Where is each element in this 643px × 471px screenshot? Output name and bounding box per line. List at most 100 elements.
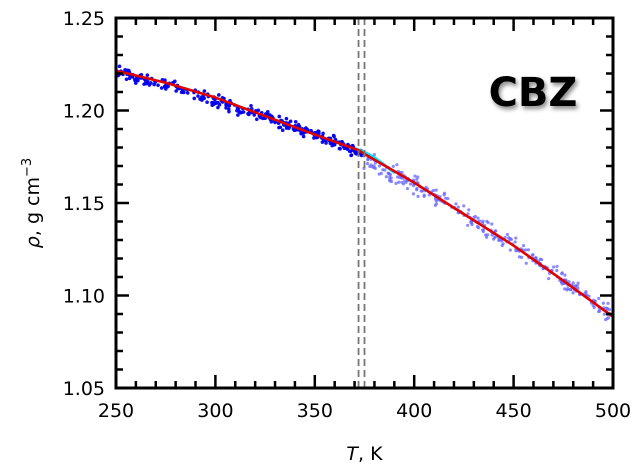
data-point bbox=[490, 233, 494, 237]
data-point bbox=[400, 180, 404, 184]
axes-layer: 250 300 350 400 450 500 1.05 1.10 1.15 1.20 1.25 bbox=[63, 8, 631, 422]
data-point bbox=[576, 281, 580, 285]
data-point bbox=[476, 226, 481, 230]
data-point bbox=[143, 78, 148, 83]
data-point bbox=[174, 89, 178, 93]
x-tick-label: 400 bbox=[396, 400, 432, 422]
data-point bbox=[478, 219, 482, 223]
data-point bbox=[494, 229, 498, 233]
data-point bbox=[513, 240, 517, 244]
data-point bbox=[261, 116, 265, 121]
data-point bbox=[284, 116, 289, 121]
data-point bbox=[484, 233, 488, 237]
y-tick-label: 1.15 bbox=[63, 193, 105, 215]
data-point bbox=[500, 239, 504, 243]
compound-label: CBZ bbox=[489, 70, 578, 116]
data-point bbox=[555, 264, 559, 268]
data-point bbox=[411, 192, 416, 196]
data-point bbox=[508, 248, 512, 252]
data-point bbox=[342, 146, 347, 151]
data-point bbox=[490, 222, 494, 226]
data-point bbox=[217, 102, 222, 107]
data-point bbox=[552, 265, 556, 269]
data-point bbox=[555, 268, 559, 273]
data-point bbox=[571, 291, 575, 295]
data-point bbox=[397, 180, 401, 184]
data-point bbox=[200, 98, 204, 102]
data-point bbox=[476, 216, 480, 220]
data-point bbox=[387, 172, 391, 176]
data-point bbox=[312, 136, 316, 140]
data-point bbox=[481, 219, 485, 223]
data-point bbox=[269, 120, 274, 124]
data-point bbox=[569, 288, 573, 292]
data-point bbox=[473, 214, 477, 219]
data-point bbox=[607, 308, 612, 312]
data-point bbox=[606, 301, 610, 305]
data-point bbox=[547, 276, 551, 281]
data-point bbox=[372, 152, 376, 157]
x-axis-title: T, K bbox=[346, 443, 383, 465]
x-tick-label: 450 bbox=[495, 400, 531, 422]
data-point bbox=[462, 204, 466, 208]
data-point bbox=[372, 164, 376, 168]
data-point bbox=[497, 238, 501, 242]
data-point bbox=[388, 179, 392, 183]
data-point bbox=[563, 287, 567, 291]
data-point bbox=[603, 317, 608, 322]
data-point bbox=[142, 82, 146, 86]
data-point bbox=[280, 128, 285, 133]
data-point bbox=[391, 164, 395, 168]
data-point bbox=[507, 236, 511, 240]
data-point bbox=[394, 181, 398, 185]
data-point bbox=[563, 273, 567, 277]
y-tick-label: 1.20 bbox=[63, 101, 105, 123]
data-point bbox=[237, 109, 241, 114]
plot-frame bbox=[114, 16, 615, 390]
data-point bbox=[492, 236, 497, 240]
data-point bbox=[398, 175, 402, 180]
data-point bbox=[415, 186, 419, 191]
data-point bbox=[213, 101, 218, 106]
data-point bbox=[348, 149, 353, 154]
data-point bbox=[540, 257, 544, 262]
data-point bbox=[127, 76, 132, 81]
data-point bbox=[602, 312, 606, 316]
x-tick-label: 350 bbox=[297, 400, 333, 422]
data-point bbox=[349, 153, 353, 158]
y-tick-label: 1.10 bbox=[63, 286, 105, 308]
data-point bbox=[420, 189, 424, 193]
data-point bbox=[514, 236, 518, 240]
data-point bbox=[254, 117, 259, 122]
data-point bbox=[405, 186, 410, 191]
data-point bbox=[517, 255, 522, 259]
data-point bbox=[456, 205, 460, 209]
data-point bbox=[277, 125, 281, 130]
data-point bbox=[567, 280, 571, 284]
data-point bbox=[353, 151, 358, 155]
data-point bbox=[236, 113, 240, 117]
data-point bbox=[301, 134, 306, 139]
data-point bbox=[470, 222, 474, 227]
data-point bbox=[377, 172, 381, 176]
data-point bbox=[134, 78, 138, 83]
data-point bbox=[601, 301, 606, 305]
data-point bbox=[296, 122, 301, 127]
y-tick-label: 1.05 bbox=[63, 378, 105, 400]
data-point bbox=[163, 87, 168, 91]
data-point bbox=[413, 174, 417, 178]
y-axis-title: ρ, g cm−3 bbox=[20, 158, 44, 248]
data-point bbox=[365, 162, 370, 166]
data-point bbox=[210, 103, 215, 107]
data-point bbox=[192, 96, 197, 101]
data-point bbox=[598, 309, 602, 313]
data-point bbox=[304, 126, 308, 131]
data-point bbox=[217, 93, 221, 97]
data-point bbox=[345, 147, 350, 151]
series-fit-red-line bbox=[116, 69, 613, 318]
data-point bbox=[185, 91, 190, 95]
data-point bbox=[384, 175, 388, 179]
x-tick-label: 500 bbox=[595, 400, 631, 422]
data-point bbox=[123, 68, 127, 72]
data-point bbox=[337, 146, 342, 151]
